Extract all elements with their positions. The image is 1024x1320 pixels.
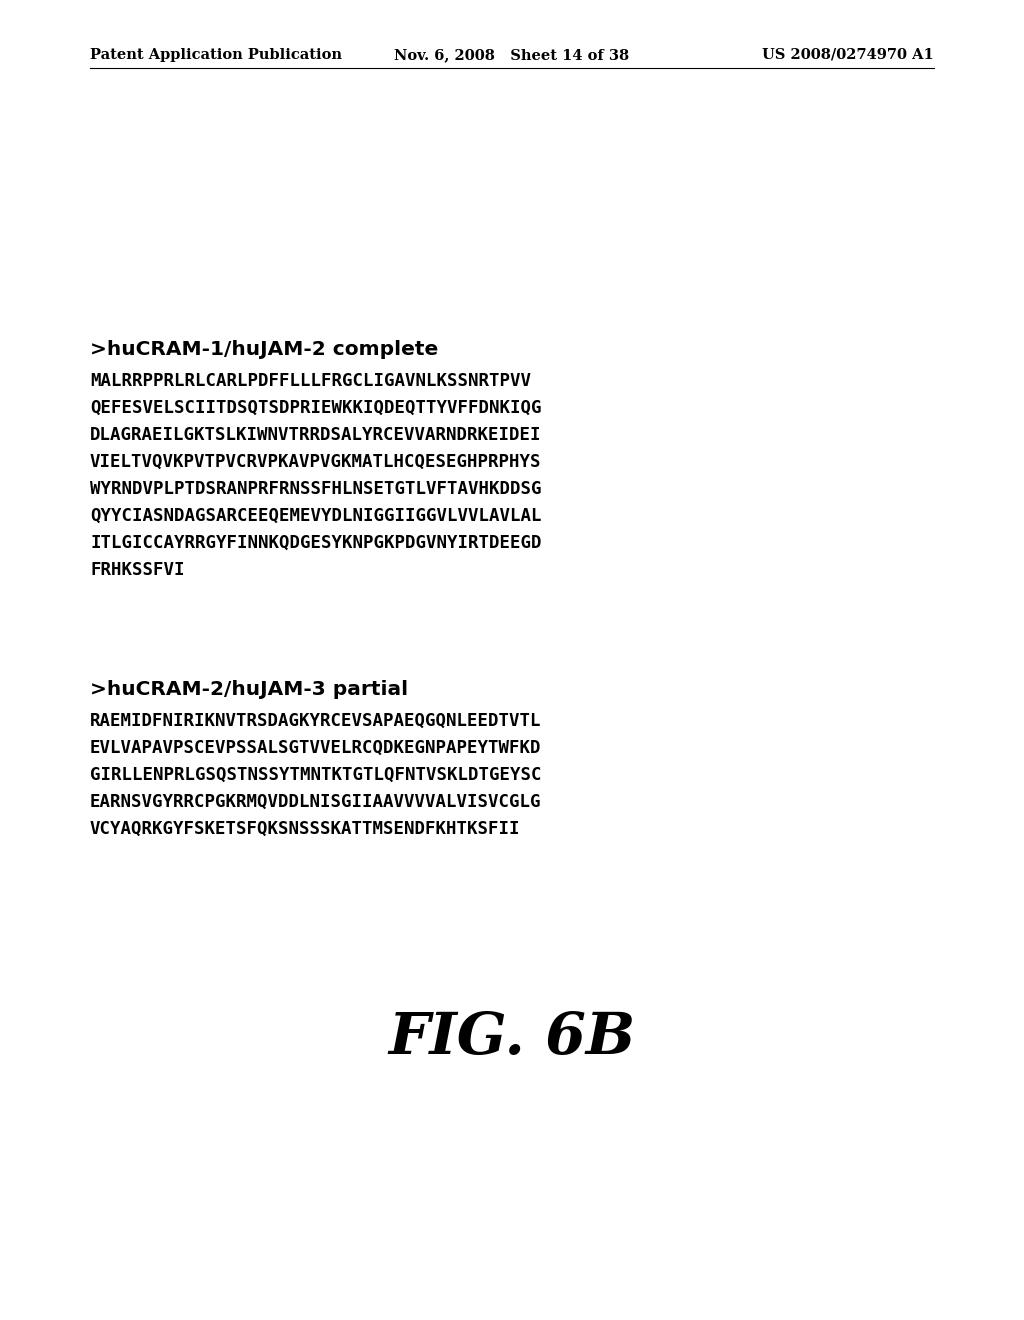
Text: FIG. 6B: FIG. 6B	[388, 1010, 636, 1067]
Text: VCYAQRKGYFSKETSFQKSNSSSKATTMSENDFKHTKSFII: VCYAQRKGYFSKETSFQKSNSSSKATTMSENDFKHTKSFI…	[90, 820, 520, 838]
Text: >huCRAM-2/huJAM-3 partial: >huCRAM-2/huJAM-3 partial	[90, 680, 409, 700]
Text: MALRRPPRLRLCARLPDFFLLLFRGCLIGAVNLKSSNRTPVV: MALRRPPRLRLCARLPDFFLLLFRGCLIGAVNLKSSNRTP…	[90, 372, 531, 389]
Text: EARNSVGYRRCPGKRMQVDDLNISGIIAAVVVVALVISVCGLG: EARNSVGYRRCPGKRMQVDDLNISGIIAAVVVVALVISVC…	[90, 793, 542, 810]
Text: VIELTVQVKPVTPVCRVPKAVPVGKMATLHCQESEGHPRPHYS: VIELTVQVKPVTPVCRVPKAVPVGKMATLHCQESEGHPRP…	[90, 453, 542, 471]
Text: RAEMIDFNIRIKNVTRSDAGKYRCEVSAPAEQGQNLEEDTVTL: RAEMIDFNIRIKNVTRSDAGKYRCEVSAPAEQGQNLEEDT…	[90, 711, 542, 730]
Text: US 2008/0274970 A1: US 2008/0274970 A1	[762, 48, 934, 62]
Text: DLAGRAEILGKTSLKIWNVTRRDSALYRCEVVARNDRKEIDEI: DLAGRAEILGKTSLKIWNVTRRDSALYRCEVVARNDRKEI…	[90, 426, 542, 444]
Text: QYYCIASNDAGSARCEEQEMEVYDLNIGGIIGGVLVVLAVLAL: QYYCIASNDAGSARCEEQEMEVYDLNIGGIIGGVLVVLAV…	[90, 507, 542, 525]
Text: Patent Application Publication: Patent Application Publication	[90, 48, 342, 62]
Text: WYRNDVPLPTDSRANPRFRNSSFHLNSETGTLVFTAVHKDDSG: WYRNDVPLPTDSRANPRFRNSSFHLNSETGTLVFTAVHKD…	[90, 480, 542, 498]
Text: Nov. 6, 2008   Sheet 14 of 38: Nov. 6, 2008 Sheet 14 of 38	[394, 48, 630, 62]
Text: EVLVAPAVPSCEVPSSALSGTVVELRCQDKEGNPAPEYTWFKD: EVLVAPAVPSCEVPSSALSGTVVELRCQDKEGNPAPEYTW…	[90, 739, 542, 756]
Text: FRHKSSFVI: FRHKSSFVI	[90, 561, 184, 579]
Text: GIRLLENPRLGSQSTNSSYTMNTKTGTLQFNTVSKLDTGEYSC: GIRLLENPRLGSQSTNSSYTMNTKTGTLQFNTVSKLDTGE…	[90, 766, 542, 784]
Text: ITLGICCAYRRGYFINNKQDGESYKNPGKPDGVNYIRTDEEGD: ITLGICCAYRRGYFINNKQDGESYKNPGKPDGVNYIRTDE…	[90, 535, 542, 552]
Text: QEFESVELSCIITDSQTSDPRIEWKKIQDEQTTYVFFDNKIQG: QEFESVELSCIITDSQTSDPRIEWKKIQDEQTTYVFFDNK…	[90, 399, 542, 417]
Text: >huCRAM-1/huJAM-2 complete: >huCRAM-1/huJAM-2 complete	[90, 341, 438, 359]
